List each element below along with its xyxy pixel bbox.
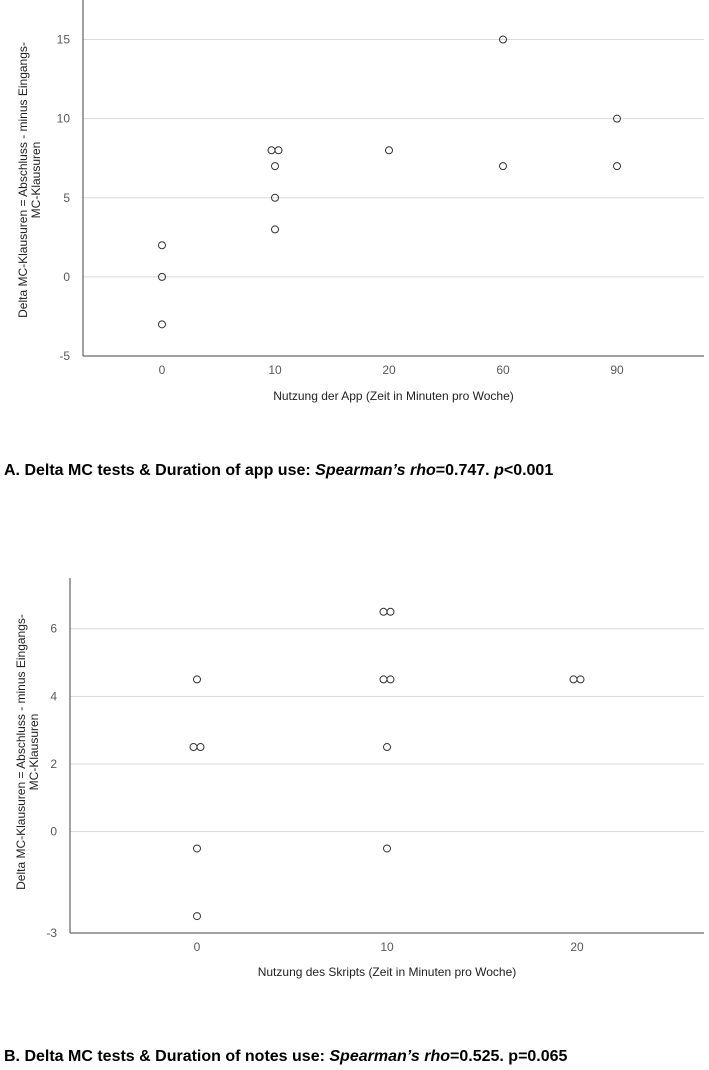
caption-a-prefix: A. Delta MC tests & Duration of app use: [4, 462, 316, 479]
data-point-b [379, 675, 388, 684]
y-tick-label-a: -5 [59, 349, 70, 363]
y-tick-label-b: -3 [46, 926, 57, 940]
y-axis-title-line: Delta MC-Klausuren = Abschluss - minus E… [16, 42, 30, 318]
data-point-b [383, 743, 391, 752]
x-tick-label-a: 20 [382, 363, 396, 377]
caption-b-prefix: B. Delta MC tests & Duration of notes us… [4, 1048, 330, 1065]
data-point-a [274, 146, 283, 155]
x-tick-label-b: 20 [570, 940, 584, 954]
caption-a-stat-name: Spearman’s rho [315, 462, 436, 479]
data-point-a [271, 162, 279, 171]
data-point-a [385, 146, 393, 155]
data-point-a [613, 114, 621, 123]
data-point-a [267, 146, 276, 155]
caption-a-p-name: p [494, 462, 504, 479]
caption-chart-a: A. Delta MC tests & Duration of app use:… [4, 462, 553, 480]
x-tick-label-b: 0 [194, 940, 201, 954]
x-tick-label-a: 60 [496, 363, 510, 377]
data-point-b [569, 675, 578, 684]
y-tick-label-a: 5 [63, 191, 70, 205]
y-tick-label-a: 10 [57, 112, 71, 126]
data-point-b [193, 675, 201, 684]
x-tick-label-a: 10 [268, 363, 282, 377]
data-point-b [386, 607, 395, 616]
data-point-b [576, 675, 585, 684]
y-axis-title-line: MC-Klausuren [27, 714, 41, 791]
x-axis-title-a: Nutzung der App (Zeit in Minuten pro Woc… [273, 389, 514, 403]
data-point-a [271, 193, 279, 202]
x-tick-label-a: 0 [159, 363, 166, 377]
data-point-a [499, 35, 507, 44]
y-tick-label-a: 15 [57, 33, 71, 47]
data-point-b [383, 844, 391, 853]
data-point-b [196, 743, 205, 752]
caption-a-stat-value: =0.747. [435, 462, 495, 479]
data-point-b [193, 844, 201, 853]
x-axis-title-b: Nutzung des Skripts (Zeit in Minuten pro… [258, 965, 517, 979]
data-point-a [613, 162, 621, 171]
data-point-a [271, 225, 279, 234]
data-point-b [193, 912, 201, 921]
caption-chart-b: B. Delta MC tests & Duration of notes us… [4, 1048, 567, 1066]
x-tick-label-b: 10 [380, 940, 394, 954]
y-tick-label-a: 0 [63, 270, 70, 284]
x-tick-label-a: 90 [610, 363, 624, 377]
data-point-b [379, 607, 388, 616]
data-point-b [386, 675, 395, 684]
caption-b-stat-name: Spearman’s rho [329, 1048, 451, 1065]
caption-b-stat-value: =0.525. p=0.065 [450, 1048, 568, 1065]
y-tick-label-b: 4 [50, 689, 57, 703]
data-point-a [499, 162, 507, 171]
data-point-a [158, 241, 166, 250]
y-axis-title-line: Delta MC-Klausuren = Abschluss - minus E… [14, 614, 28, 890]
y-tick-label-b: 0 [50, 825, 57, 839]
data-point-a [158, 320, 166, 329]
y-axis-title-a: Delta MC-Klausuren = Abschluss - minus E… [16, 42, 43, 318]
caption-a-p-value: <0.001 [503, 462, 554, 479]
y-axis-title-line: MC-Klausuren [29, 142, 43, 219]
data-point-a [158, 272, 166, 281]
y-axis-title-b: Delta MC-Klausuren = Abschluss - minus E… [14, 614, 41, 890]
y-tick-label-b: 6 [50, 622, 57, 636]
data-point-b [189, 743, 198, 752]
y-tick-label-b: 2 [50, 757, 57, 771]
